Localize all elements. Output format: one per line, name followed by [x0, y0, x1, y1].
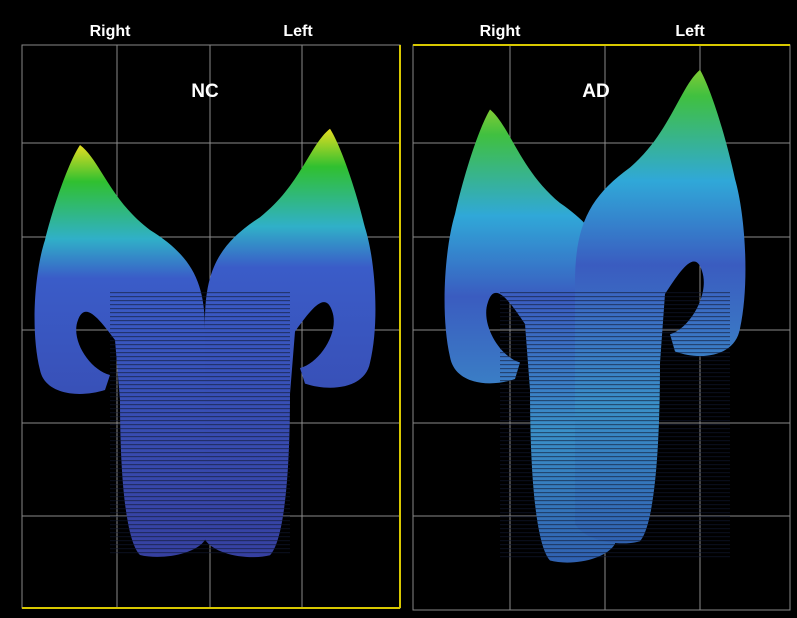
header-right: Right — [90, 23, 132, 40]
header-left: Left — [675, 23, 705, 40]
header-right: Right — [480, 23, 522, 40]
figure: Right Left Right Left NC AD — [0, 0, 797, 618]
group-label: AD — [582, 81, 609, 102]
group-label: NC — [191, 81, 219, 102]
header-left: Left — [283, 23, 313, 40]
